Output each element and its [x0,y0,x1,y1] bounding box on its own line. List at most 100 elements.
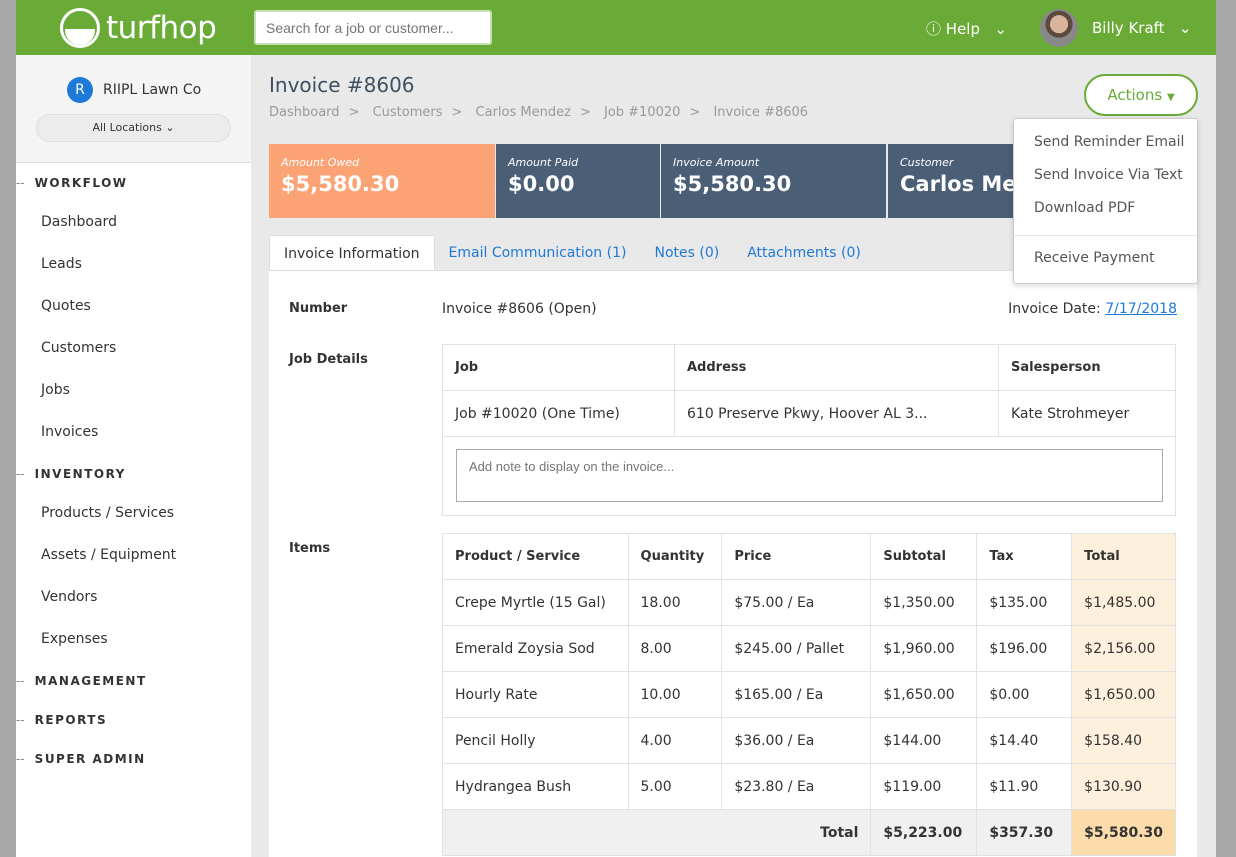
number-label: Number [289,301,348,316]
breadcrumb-job[interactable]: Job #10020 [603,105,681,120]
table-row: Crepe Myrtle (15 Gal) 18.00 $75.00 / Ea $1,… [442,579,1176,626]
grass-logo-icon [60,8,100,48]
item-cell: 10.00 [627,671,723,718]
col-header: Subtotal [870,533,978,580]
item-cell: Crepe Myrtle (15 Gal) [442,579,629,626]
job-details-label: Job Details [289,352,368,367]
item-cell: Hydrangea Bush [442,763,629,810]
logo[interactable]: turfhop [60,8,217,48]
sidebar-item-products[interactable]: Products / Services [41,505,175,521]
table-row: Pencil Holly 4.00 $36.00 / Ea $144.00 $14.40… [442,717,1176,764]
menu-receive-payment[interactable]: Receive Payment [1034,250,1155,266]
amount-owed-card: Amount Owed $5,580.30 [269,144,495,218]
item-cell: $36.00 / Ea [721,717,872,764]
item-cell: $2,156.00 [1071,625,1176,672]
search-input[interactable] [254,10,492,45]
section-management[interactable]: MANAGEMENT [16,674,147,688]
card-label: Amount Owed [281,156,360,169]
col-job: Job [442,344,675,391]
item-cell: $1,650.00 [870,671,978,718]
item-cell: $75.00 / Ea [721,579,872,626]
actions-label: Actions [1107,86,1163,104]
salesperson-cell: Kate Strohmeyer [998,390,1176,437]
sidebar-item-dashboard[interactable]: Dashboard [41,214,117,230]
card-value: $5,580.30 [673,172,792,196]
card-label: Invoice Amount [673,156,760,169]
total-cell: $5,223.00 [870,809,978,856]
location-select[interactable]: All Locations ⌄ [36,114,231,142]
actions-menu: Send Reminder Email Send Invoice Via Tex… [1013,118,1198,284]
menu-send-reminder-email[interactable]: Send Reminder Email [1034,134,1185,150]
section-reports[interactable]: REPORTS [16,713,107,727]
item-cell: $158.40 [1071,717,1176,764]
sidebar-item-expenses[interactable]: Expenses [41,631,108,647]
sidebar-item-jobs[interactable]: Jobs [41,382,70,398]
item-cell: Hourly Rate [442,671,629,718]
chevron-down-icon: ⌄ [1178,19,1192,37]
item-cell: $135.00 [976,579,1073,626]
breadcrumb-invoice: Invoice #8606 [713,105,809,120]
tab-invoice-information[interactable]: Invoice Information [269,235,435,271]
tab-attachments[interactable]: Attachments (0) [747,245,861,261]
item-cell: $130.90 [1071,763,1176,810]
table-row: Hourly Rate 10.00 $165.00 / Ea $1,650.00 $0.… [442,671,1176,718]
sidebar-item-quotes[interactable]: Quotes [41,298,91,314]
avatar [1040,9,1078,47]
sidebar-item-customers[interactable]: Customers [41,340,117,356]
breadcrumb-dashboard[interactable]: Dashboard [269,105,340,120]
card-label: Customer [900,156,954,169]
actions-button[interactable]: Actions ▼ [1084,74,1198,116]
tab-email-communication[interactable]: Email Communication (1) [448,245,627,261]
invoice-note-input[interactable] [456,449,1163,502]
table-row: Hydrangea Bush 5.00 $23.80 / Ea $119.00 $11.… [442,763,1176,810]
menu-download-pdf[interactable]: Download PDF [1034,200,1136,216]
tab-notes[interactable]: Notes (0) [654,245,720,261]
sidebar-item-assets[interactable]: Assets / Equipment [41,547,177,563]
breadcrumb: Dashboard > Customers > Carlos Mendez > Job… [269,105,809,120]
help-label: Help [945,20,980,38]
breadcrumb-customer[interactable]: Carlos Mendez [475,105,571,120]
section-workflow[interactable]: WORKFLOW [16,176,128,190]
item-cell: $1,650.00 [1071,671,1176,718]
user-name: Billy Kraft [1092,19,1165,37]
user-menu[interactable]: Billy Kraft ⌄ [1040,9,1191,47]
item-cell: $23.80 / Ea [721,763,872,810]
item-cell: Emerald Zoysia Sod [442,625,629,672]
invoice-date-link[interactable]: 7/17/2018 [1105,301,1177,317]
item-cell: $144.00 [870,717,978,764]
invoice-amount-card: Invoice Amount $5,580.30 [661,144,886,218]
card-label: Amount Paid [508,156,579,169]
page-title: Invoice #8606 [269,73,415,97]
sidebar-item-invoices[interactable]: Invoices [41,424,99,440]
brand-name: turfhop [106,10,217,46]
invoice-number: Invoice #8606 (Open) [442,301,597,317]
card-value: $0.00 [508,172,575,196]
job-cell[interactable]: Job #10020 (One Time) [442,390,675,437]
items-table: Product / Service Quantity Price Subtotal Ta… [441,533,1176,856]
section-super-admin[interactable]: SUPER ADMIN [16,752,146,766]
item-cell: $165.00 / Ea [721,671,872,718]
item-cell: $1,485.00 [1071,579,1176,626]
sidebar-item-leads[interactable]: Leads [41,256,82,272]
chevron-down-icon: ⌄ [994,20,1007,38]
org-logo-icon: R [67,77,93,103]
note-box [442,436,1176,516]
item-cell: $14.40 [976,717,1073,764]
job-table: Job Address Salesperson Job #10020 (One Ti… [442,344,1176,437]
help-menu[interactable]: ⓘ Help ⌄ [926,18,1007,39]
item-cell: 8.00 [627,625,723,672]
breadcrumb-customers[interactable]: Customers [372,105,443,120]
totals-row: Total $5,223.00 $357.30 $5,580.30 [441,809,1176,856]
menu-send-invoice-via-text[interactable]: Send Invoice Via Text [1034,167,1183,183]
col-header: Quantity [627,533,723,580]
total-cell: $5,580.30 [1071,809,1176,856]
item-cell: $1,350.00 [870,579,978,626]
item-cell: 4.00 [627,717,723,764]
section-inventory[interactable]: INVENTORY [16,467,126,481]
sidebar-item-vendors[interactable]: Vendors [41,589,98,605]
location-label: All Locations [92,121,162,134]
invoice-date-label: Invoice Date: [1008,301,1101,317]
menu-divider [1014,235,1197,236]
col-header: Total [1071,533,1176,580]
